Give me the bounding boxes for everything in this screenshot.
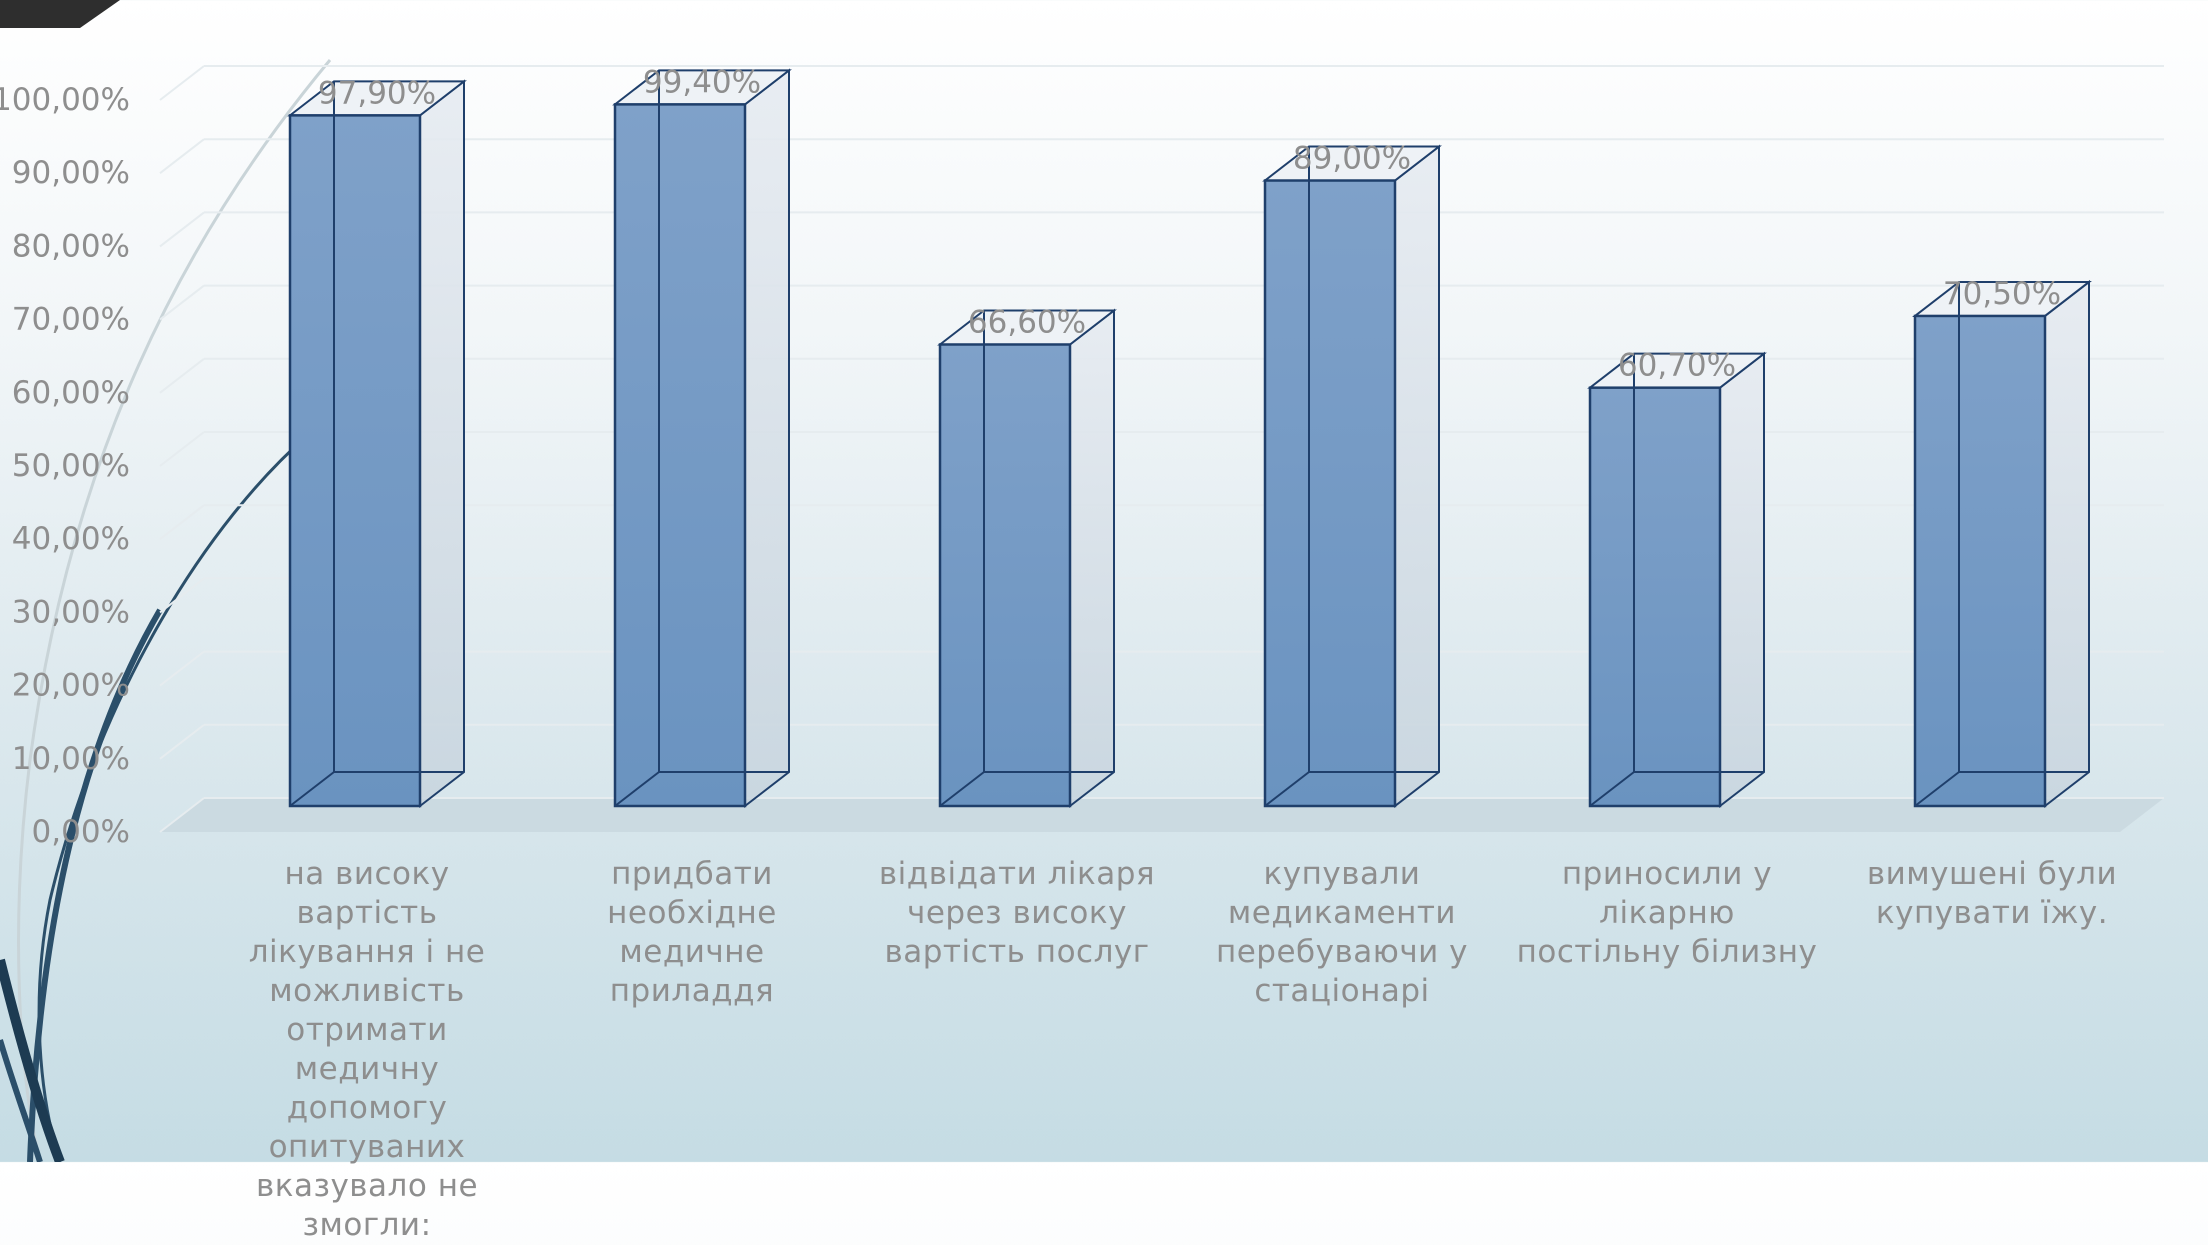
gridline-side: [159, 797, 205, 833]
x-category-label: відвідати лікаря через високу вартість п…: [878, 856, 1156, 970]
gridline-side: [159, 650, 205, 687]
bar-side-face: [1394, 144, 1440, 809]
column-chart: 0,00% 10,00% 20,00% 30,00% 40,00% 50,00% 60,00…: [0, 64, 2164, 850]
bar-side-face: [419, 79, 465, 809]
bar-base-edge: [1264, 771, 1310, 807]
gridline-side: [159, 284, 205, 321]
gridline-side: [159, 431, 205, 467]
gridline-side: [159, 138, 205, 174]
y-tick-label: 70,00%: [12, 302, 130, 338]
bar-side-face: [2044, 279, 2090, 809]
y-tick-label: 100,00%: [0, 82, 130, 118]
data-label: 60,70%: [1618, 348, 1736, 384]
data-label: 99,40%: [643, 64, 761, 100]
bar: [1263, 179, 1397, 808]
gridline-side: [159, 358, 205, 394]
y-tick-label: 60,00%: [12, 375, 130, 411]
bar: [288, 114, 422, 808]
x-category-label: придбати необхідне медичне приладдя: [607, 856, 777, 1009]
y-tick-label: 80,00%: [12, 228, 130, 264]
data-label: 89,00%: [1293, 141, 1411, 177]
bar-base-edge: [1589, 771, 1635, 807]
data-label: 97,90%: [318, 75, 436, 111]
bar: [938, 343, 1072, 808]
y-tick-label: 0,00%: [32, 814, 130, 850]
data-label: 70,50%: [1943, 276, 2061, 312]
x-category-label: на високу вартість лікування і не можлив…: [248, 856, 486, 1243]
y-tick-label: 40,00%: [12, 521, 130, 557]
gridline-side: [159, 211, 205, 248]
bar-side-face: [744, 68, 790, 809]
data-label: 66,60%: [968, 304, 1086, 340]
decorative-swoosh-icon: [0, 0, 332, 1162]
y-tick-label: 30,00%: [12, 594, 130, 630]
y-tick-label: 20,00%: [12, 668, 130, 704]
bar: [613, 103, 747, 808]
gridline-side: [159, 724, 205, 760]
gridline-side: [159, 577, 205, 614]
bar-base-edge: [614, 771, 660, 807]
bar: [1588, 386, 1722, 808]
bar-side-face: [1069, 308, 1115, 809]
bar-base-edge: [289, 771, 335, 807]
bar-base-edge: [939, 771, 985, 807]
chart-floor: [160, 798, 2164, 832]
bar-base-edge: [1914, 771, 1960, 807]
y-tick-label: 50,00%: [12, 448, 130, 484]
y-tick-label: 10,00%: [12, 741, 130, 777]
gridline-side: [159, 65, 205, 101]
slide-canvas: 0,00% 10,00% 20,00% 30,00% 40,00% 50,00% 60,00…: [0, 0, 2164, 1243]
x-category-label: приносили у лікарню постільну білизну: [1516, 856, 1818, 970]
y-tick-label: 90,00%: [12, 155, 130, 191]
bar: [1913, 314, 2047, 808]
bar-side-face: [1719, 351, 1765, 809]
x-category-label: вимушені були купувати їжу.: [1866, 856, 2118, 931]
x-category-label: купували медикаменти перебуваючи у стаці…: [1215, 856, 1469, 1009]
gridline-side: [159, 504, 205, 540]
